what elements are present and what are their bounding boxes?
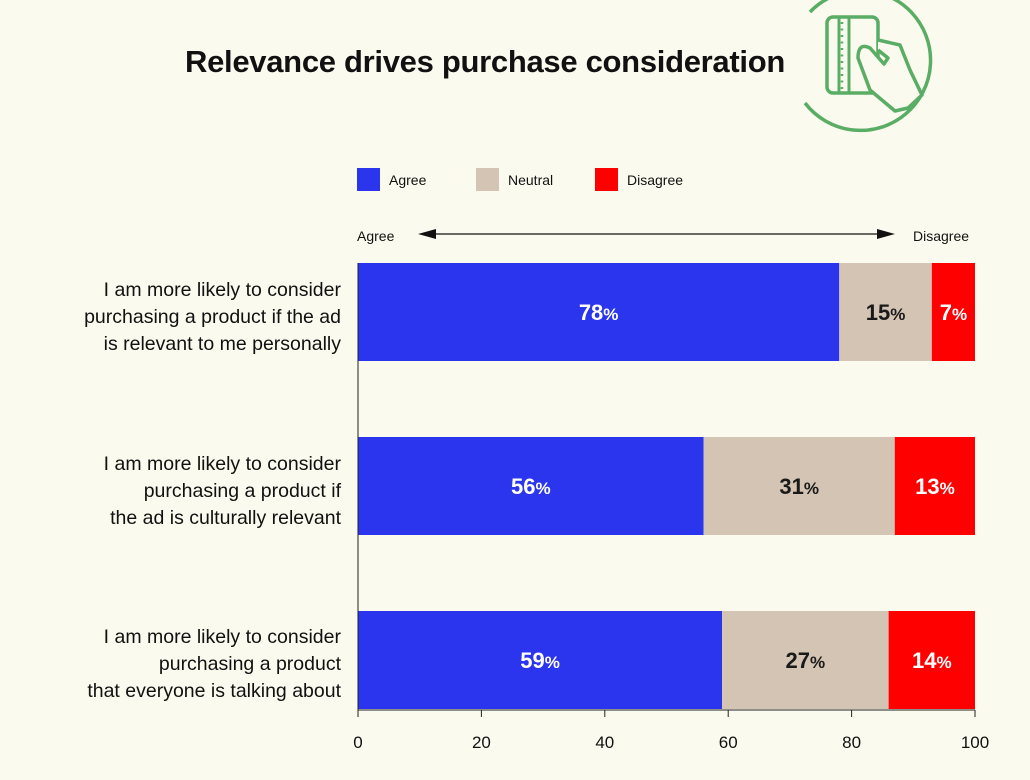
direction-label-right: Disagree xyxy=(913,228,970,244)
y-label-line: purchasing a product xyxy=(158,653,341,675)
chart-title: Relevance drives purchase consideration xyxy=(185,44,785,79)
bar-value-number: 15 xyxy=(866,300,890,325)
bar-value-suffix: % xyxy=(545,653,560,672)
x-tick-label: 20 xyxy=(472,733,491,752)
hand-holding-card-icon xyxy=(803,0,933,133)
bar-value-number: 27 xyxy=(786,648,810,673)
bar-value-number: 56 xyxy=(511,474,535,499)
legend-disagree: Disagree xyxy=(595,168,683,191)
x-tick-label: 80 xyxy=(842,733,861,752)
legend-swatch-neutral xyxy=(476,168,499,191)
y-label-line: purchasing a product if the ad xyxy=(84,306,341,328)
y-label-line: the ad is culturally relevant xyxy=(110,507,341,529)
bar-value-suffix: % xyxy=(952,305,967,324)
x-tick-label: 40 xyxy=(595,733,614,752)
bar-value-label: 27% xyxy=(786,648,826,673)
bar-agree xyxy=(358,611,723,709)
arrow-left-head xyxy=(418,229,436,239)
bar-disagree xyxy=(931,263,975,361)
bar-value-suffix: % xyxy=(940,479,955,498)
bar-agree xyxy=(358,263,840,361)
legend-agree: Agree xyxy=(357,168,426,191)
bar-neutral xyxy=(703,437,895,535)
y-label-line: I am more likely to consider xyxy=(103,279,341,301)
y-label-line: purchasing a product if xyxy=(143,480,341,502)
bar-value-label: 7% xyxy=(940,300,967,325)
bar-value-number: 59 xyxy=(520,648,544,673)
legend-label-agree: Agree xyxy=(389,171,427,188)
y-label-line: that everyone is talking about xyxy=(87,680,341,702)
bar-value-suffix: % xyxy=(936,653,951,672)
bar-value-suffix: % xyxy=(890,305,905,324)
legend-label-neutral: Neutral xyxy=(508,171,554,188)
bar-value-suffix: % xyxy=(603,305,618,324)
x-tick-label: 60 xyxy=(719,733,738,752)
legend-neutral: Neutral xyxy=(476,168,553,191)
y-label-line: I am more likely to consider xyxy=(103,626,341,648)
bar-value-label: 14% xyxy=(912,648,952,673)
legend-swatch-disagree xyxy=(595,168,618,191)
direction-label-left: Agree xyxy=(357,228,395,244)
bar-value-number: 13 xyxy=(915,474,939,499)
y-category-label-1: I am more likely to consider purchasing … xyxy=(84,277,341,358)
y-category-label-3: I am more likely to consider purchasing … xyxy=(87,624,341,705)
bar-value-number: 7 xyxy=(940,300,952,325)
bar-value-label: 56% xyxy=(511,474,551,499)
bar-value-label: 15% xyxy=(866,300,906,325)
y-label-line: I am more likely to consider xyxy=(103,453,341,475)
x-tick-label: 100 xyxy=(961,733,989,752)
bar-disagree xyxy=(894,437,975,535)
y-label-line: is relevant to me personally xyxy=(103,333,341,355)
bar-disagree xyxy=(888,611,975,709)
bar-value-label: 13% xyxy=(915,474,955,499)
bar-neutral xyxy=(722,611,889,709)
bar-value-number: 31 xyxy=(779,474,803,499)
bar-value-suffix: % xyxy=(810,653,825,672)
bar-neutral xyxy=(839,263,932,361)
bar-value-number: 14 xyxy=(912,648,937,673)
legend-swatch-agree xyxy=(357,168,380,191)
bar-value-number: 78 xyxy=(579,300,603,325)
arrow-right-head xyxy=(877,229,895,239)
bar-value-suffix: % xyxy=(804,479,819,498)
bar-value-label: 59% xyxy=(520,648,560,673)
bar-value-label: 31% xyxy=(779,474,819,499)
bar-value-suffix: % xyxy=(535,479,550,498)
bar-value-label: 78% xyxy=(579,300,619,325)
x-tick-label: 0 xyxy=(353,733,362,752)
bar-agree xyxy=(358,437,704,535)
legend-label-disagree: Disagree xyxy=(627,171,684,188)
y-category-label-2: I am more likely to consider purchasing … xyxy=(104,451,341,532)
